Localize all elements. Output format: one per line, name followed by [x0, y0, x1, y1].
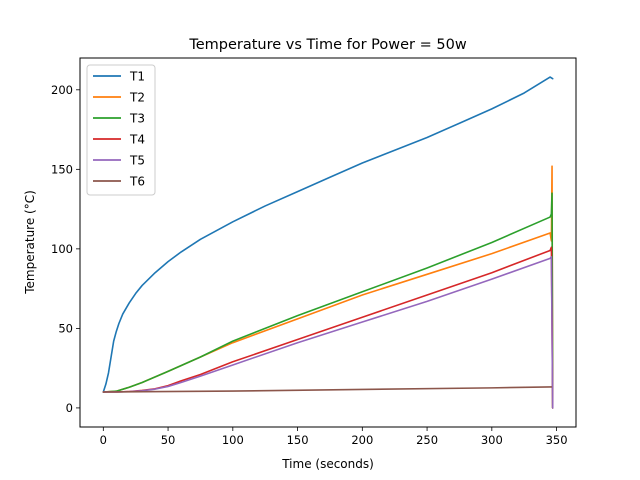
legend-label-t6: T6	[129, 175, 145, 189]
x-axis-ticks: 0 50 100 150 200 250 300 350	[100, 427, 568, 447]
series-line-t6	[102, 386, 553, 393]
legend-label-t1: T1	[129, 70, 145, 84]
series-line-t4	[102, 246, 554, 409]
x-tick-label: 0	[100, 433, 107, 447]
y-axis-ticks: 0 50 100 150 200	[51, 83, 80, 415]
x-tick-label: 250	[416, 433, 438, 447]
x-tick-label: 50	[161, 433, 176, 447]
chart-title: Temperature vs Time for Power = 50w	[188, 37, 467, 53]
legend-label-t4: T4	[129, 133, 145, 147]
y-tick-label: 50	[58, 321, 73, 335]
series-line-t2	[102, 165, 554, 409]
y-tick-label: 150	[51, 162, 73, 176]
x-tick-label: 300	[481, 433, 503, 447]
x-tick-label: 100	[222, 433, 244, 447]
legend: T1 T2 T3 T4 T5 T6	[86, 64, 156, 196]
y-tick-label: 0	[66, 401, 73, 415]
series-line-t3	[102, 192, 554, 409]
plot-lines	[102, 76, 554, 409]
legend-label-t5: T5	[129, 154, 145, 168]
plot-frame	[79, 57, 577, 428]
x-tick-label: 200	[351, 433, 373, 447]
x-tick-label: 350	[546, 433, 568, 447]
legend-label-t3: T3	[129, 112, 145, 126]
y-tick-label: 200	[51, 83, 73, 97]
x-tick-label: 150	[287, 433, 309, 447]
y-axis-label: Temperature (°C)	[23, 190, 37, 295]
series-line-t1	[102, 76, 554, 393]
y-tick-label: 100	[51, 242, 73, 256]
x-axis-label: Time (seconds)	[281, 457, 374, 471]
series-line-t5	[102, 256, 554, 409]
legend-label-t2: T2	[129, 91, 145, 105]
